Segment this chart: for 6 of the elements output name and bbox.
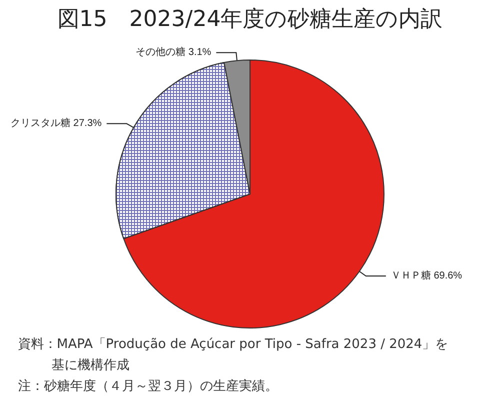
slice-label: ＶＨＰ糖 69.6% [390, 270, 462, 282]
text: 注：砂糖年度（４月～翌３月）の生産実績。 [16, 378, 279, 396]
slice-label: クリスタル糖 27.3% [10, 117, 102, 130]
slice-label: その他の糖 3.1% [136, 46, 212, 58]
text: 資料：MAPA「Produção de Açúcar por Tipo - Safra 2023 / 2024」を基に機構作成 [16, 336, 450, 375]
chart-title: 図15 2023/24年度の砂糖生産の内訳 [56, 6, 444, 34]
